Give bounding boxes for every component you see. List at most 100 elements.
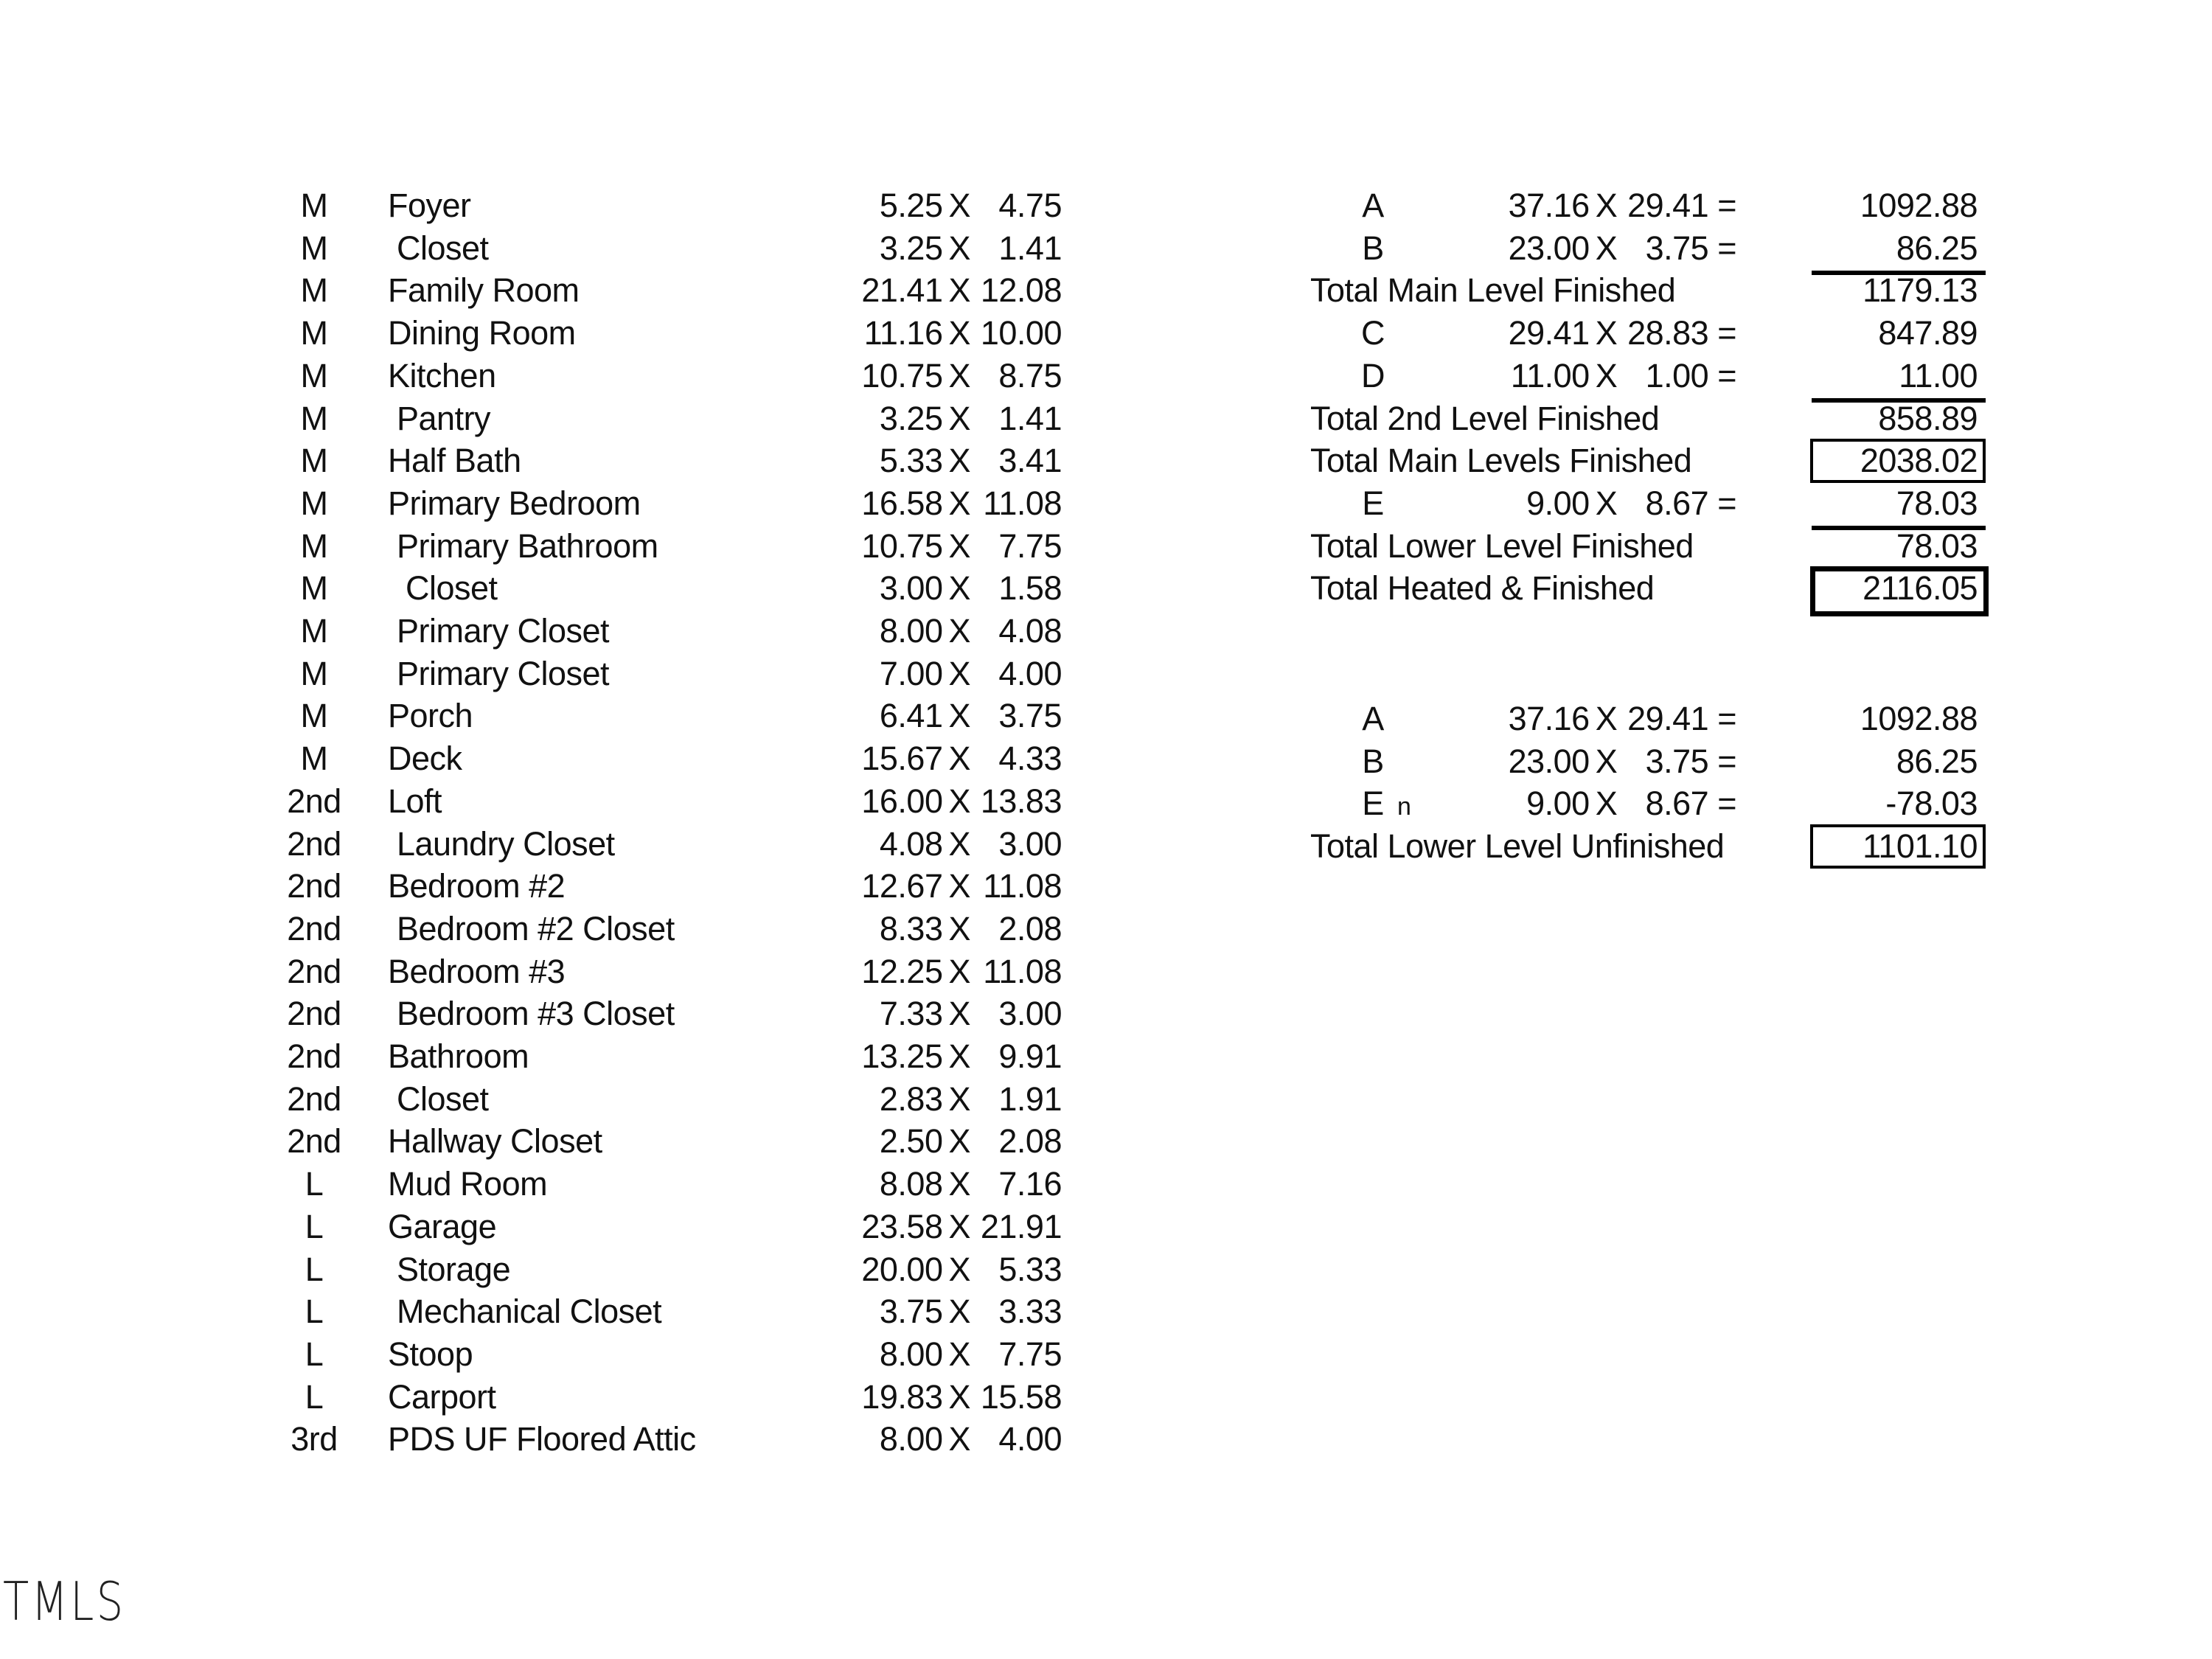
room-width: 19.83: [861, 1377, 943, 1416]
times-symbol: X: [948, 1293, 970, 1331]
room-width: 2.83: [879, 1079, 943, 1118]
summary-value: 847.89: [1878, 314, 1978, 352]
equals-symbol: =: [1717, 700, 1736, 737]
room-length: 4.33: [998, 740, 1062, 778]
room-width: 3.25: [879, 229, 943, 267]
summary-value: 1101.10: [1863, 827, 1978, 866]
room-level: M: [300, 442, 329, 480]
room-level: M: [300, 612, 329, 650]
room-dimensions: 12.25 X 11.08: [857, 950, 1062, 993]
room-dimensions: 7.00 X 4.00: [857, 653, 1062, 695]
room-width: 16.58: [861, 484, 943, 522]
room-level: M: [300, 654, 329, 692]
room-name: Kitchen: [388, 356, 496, 394]
summary-label: B: [1362, 742, 1384, 780]
room-name: Primary Bedroom: [388, 484, 641, 522]
room-name: Bedroom #3: [388, 952, 566, 990]
room-name: Mechanical Closet: [388, 1293, 662, 1331]
room-width: 3.00: [879, 569, 943, 608]
room-level: L: [305, 1250, 324, 1288]
room-length: 15.58: [980, 1377, 1062, 1416]
room-length: 13.83: [980, 782, 1062, 820]
times-symbol: X: [948, 229, 970, 267]
room-name: Primary Bathroom: [388, 526, 658, 565]
times-symbol: X: [948, 612, 970, 650]
room-length: 8.75: [998, 356, 1062, 394]
room-level: 2nd: [287, 909, 341, 947]
room-width: 5.25: [879, 187, 943, 224]
summary-value: 1092.88: [1860, 187, 1978, 224]
summary-width: 23.00: [1508, 742, 1590, 780]
watermark-logo: TMLS: [3, 1571, 126, 1632]
room-name: Half Bath: [388, 442, 521, 480]
summary-dimensions: 11.00 X 1.00 =: [1504, 355, 1737, 397]
room-length: 2.08: [998, 1122, 1062, 1161]
room-name: PDS UF Floored Attic: [388, 1420, 696, 1458]
room-length: 4.75: [998, 187, 1062, 224]
room-dimensions: 10.75 X 8.75: [857, 355, 1062, 397]
room-name: Dining Room: [388, 314, 576, 352]
times-symbol: X: [948, 867, 970, 905]
subtotal-underline: [1812, 397, 1986, 403]
room-name: Foyer: [388, 187, 471, 224]
summary-length: 8.67: [1645, 785, 1709, 823]
summary-dimensions: 29.41 X 28.83 =: [1504, 312, 1737, 355]
room-length: 4.00: [998, 1420, 1062, 1458]
summary-label: A: [1362, 700, 1384, 737]
room-length: 4.00: [998, 654, 1062, 692]
room-width: 23.58: [861, 1207, 943, 1245]
times-symbol: X: [1595, 356, 1618, 394]
room-width: 10.75: [861, 356, 943, 394]
room-level: M: [300, 314, 329, 352]
summary-width: 29.41: [1508, 314, 1590, 352]
times-symbol: X: [948, 909, 970, 947]
room-name: Laundry Closet: [388, 824, 615, 863]
summary-value: 2116.05: [1863, 569, 1978, 608]
room-level: 2nd: [287, 867, 341, 905]
summary-label: D: [1361, 356, 1385, 394]
room-level: M: [300, 187, 329, 224]
room-dimensions: 5.25 X 4.75: [857, 184, 1062, 227]
room-level: M: [300, 697, 329, 735]
room-name: Bedroom #2: [388, 867, 566, 905]
summary-value: 78.03: [1896, 526, 1978, 565]
room-dimensions: 8.00 X 4.00: [857, 1418, 1062, 1461]
room-length: 3.00: [998, 824, 1062, 863]
summary-value: 11.00: [1899, 356, 1978, 394]
room-dimensions: 8.08 X 7.16: [857, 1163, 1062, 1206]
room-dimensions: 13.25 X 9.91: [857, 1035, 1062, 1078]
room-length: 1.41: [998, 229, 1062, 267]
room-dimensions: 12.67 X 11.08: [857, 865, 1062, 908]
summary-total-label: Total Lower Level Finished: [1310, 526, 1694, 565]
summary-label: E: [1362, 484, 1384, 522]
room-width: 12.67: [861, 867, 943, 905]
room-dimensions: 6.41 X 3.75: [857, 695, 1062, 737]
room-level: 2nd: [287, 952, 341, 990]
summary-width: 9.00: [1526, 785, 1590, 823]
times-symbol: X: [948, 1122, 970, 1161]
room-width: 15.67: [861, 740, 943, 778]
room-length: 3.00: [998, 995, 1062, 1033]
equals-symbol: =: [1717, 356, 1736, 394]
room-dimensions: 4.08 X 3.00: [857, 823, 1062, 866]
subtotal-underline: [1812, 270, 1986, 275]
summary-dimensions: 9.00 X 8.67 =: [1504, 782, 1736, 825]
summary-value: 1179.13: [1863, 271, 1978, 310]
room-dimensions: 15.67 X 4.33: [857, 737, 1062, 780]
summary-value: 86.25: [1896, 742, 1978, 780]
room-dimensions: 8.33 X 2.08: [857, 908, 1062, 950]
room-dimensions: 3.25 X 1.41: [857, 397, 1062, 440]
times-symbol: X: [948, 697, 970, 735]
summary-total-label: Total 2nd Level Finished: [1310, 399, 1660, 437]
room-name: Loft: [388, 782, 442, 820]
room-length: 1.41: [998, 399, 1062, 437]
room-length: 1.91: [998, 1079, 1062, 1118]
room-name: Bedroom #2 Closet: [388, 909, 675, 947]
summary-length: 3.75: [1645, 742, 1709, 780]
summary-width: 37.16: [1508, 700, 1590, 737]
summary-width: 11.00: [1510, 356, 1590, 394]
room-length: 21.91: [980, 1207, 1062, 1245]
total-highlight-box: [1810, 824, 1986, 869]
times-symbol: X: [948, 1207, 970, 1245]
room-width: 2.50: [879, 1122, 943, 1161]
